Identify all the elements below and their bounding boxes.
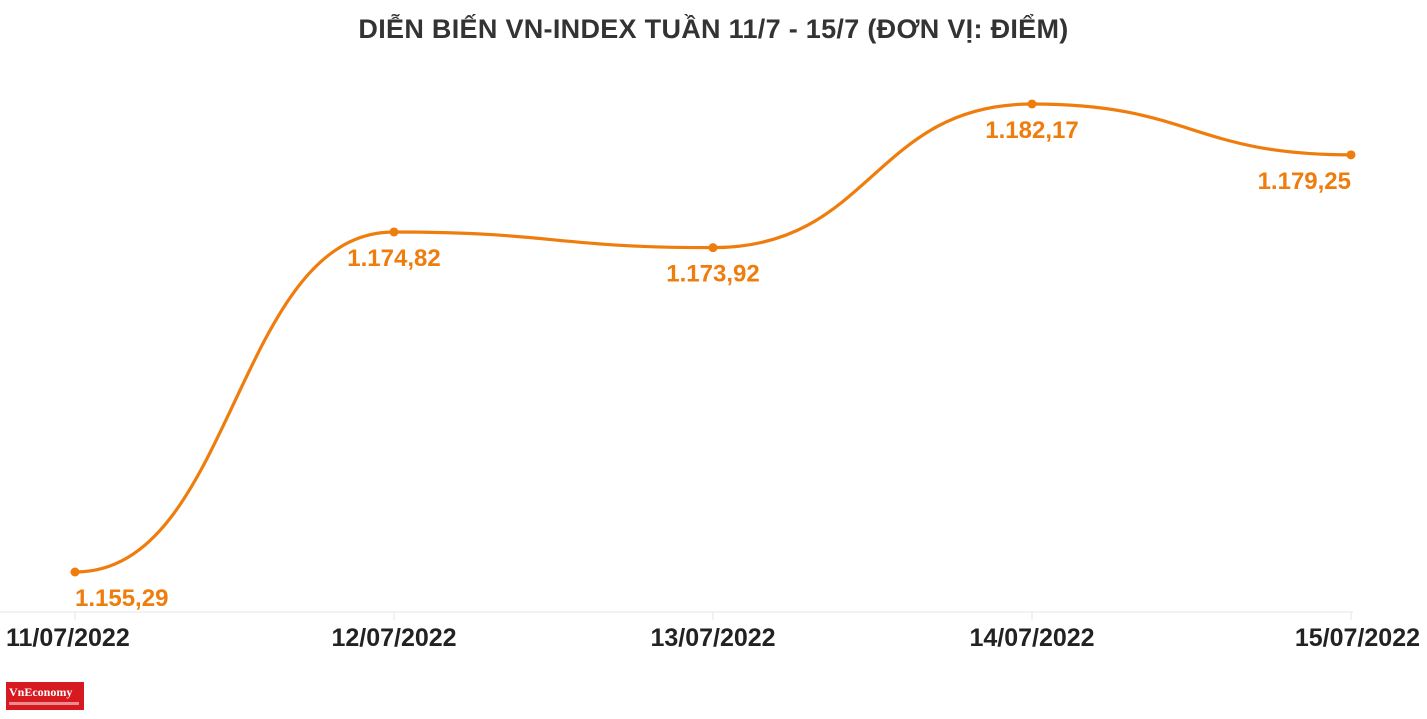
data-point-5 xyxy=(1346,150,1356,160)
data-label-2: 1.174,82 xyxy=(347,245,440,272)
data-label-5: 1.179,25 xyxy=(1258,168,1351,195)
x-tick-label-1: 11/07/2022 xyxy=(6,624,130,652)
logo-tagline-mark xyxy=(9,702,79,705)
data-label-3: 1.173,92 xyxy=(666,261,759,288)
logo-text: VnEconomy xyxy=(9,685,73,699)
series-line-layer xyxy=(73,102,1353,574)
data-point-2 xyxy=(389,227,399,237)
series-line xyxy=(73,102,1353,574)
data-label-4: 1.182,17 xyxy=(985,117,1078,144)
x-tick-label-2: 12/07/2022 xyxy=(331,624,456,652)
x-axis xyxy=(0,611,1353,620)
data-label-1: 1.155,29 xyxy=(75,585,168,612)
x-tick-label-3: 13/07/2022 xyxy=(650,624,775,652)
data-points xyxy=(70,99,1356,577)
data-point-1 xyxy=(70,567,80,577)
data-point-3 xyxy=(708,243,718,253)
x-tick-label-5: 15/07/2022 xyxy=(1295,624,1420,652)
x-tick-labels: 11/07/2022 12/07/2022 13/07/2022 14/07/2022… xyxy=(6,624,1420,652)
data-point-4 xyxy=(1027,99,1037,109)
chart-title: DIỄN BIẾN VN-INDEX TUẦN 11/7 - 15/7 (ĐƠN… xyxy=(358,14,1069,44)
vneconomy-logo: VnEconomy xyxy=(6,682,84,710)
x-tick-label-4: 14/07/2022 xyxy=(969,624,1094,652)
data-labels: 1.155,29 1.174,82 1.173,92 1.182,17 1.179,25 xyxy=(75,117,1351,612)
